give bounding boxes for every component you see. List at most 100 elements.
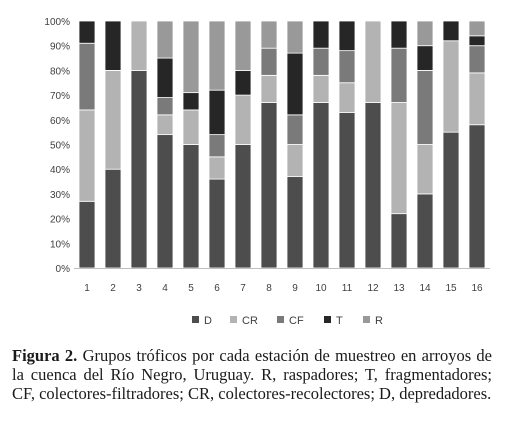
bar-segment-d [390,213,408,269]
bar-segment-cf [78,42,96,111]
y-tick-label: 50% [50,141,70,152]
bar-segment-cr [364,20,382,103]
bar-segment-d [338,111,356,269]
y-tick-label: 90% [50,42,70,53]
bar-segment-cr [234,94,252,145]
bar-segment-t [390,20,408,49]
bar-segment-cr [208,156,226,180]
legend-label: CF [289,315,304,327]
bar-segment-cr [338,82,356,113]
bar-segment-t [442,20,460,42]
y-tick-label: 100% [44,17,70,28]
bar-segment-cr [416,144,434,195]
x-tick-label: 3 [136,283,142,294]
figure-label: Figura 2. [12,346,78,365]
bar-segment-r [260,20,278,49]
bar-segment-cr [312,74,330,103]
bar-segment-cf [260,47,278,76]
bar-segment-r [234,20,252,71]
bar-segment-cf [156,97,174,116]
legend-label: T [336,315,343,327]
bar-segment-t [78,20,96,44]
bar-segment-r [468,20,486,37]
legend-label: R [375,315,383,327]
bar-segment-t [234,70,252,96]
bar-segment-cf [468,45,486,74]
x-tick-label: 8 [266,283,272,294]
x-tick-label: 7 [240,283,246,294]
bar-segment-d [364,102,382,269]
bar-segment-d [208,178,226,269]
bar-segment-d [442,131,460,269]
bar-segment-t [104,20,122,71]
bar-segment-r [156,20,174,59]
bar-segment-cf [416,70,434,145]
bar-segment-d [468,124,486,269]
bars [78,20,486,269]
bar-segment-cr [130,20,148,71]
bar-segment-d [312,102,330,269]
y-tick-label: 0% [56,264,71,275]
bar-segment-t [312,20,330,49]
x-tick-label: 2 [110,283,116,294]
bar-segment-cr [182,109,200,145]
bar-segment-t [156,57,174,98]
bar-segment-d [130,70,148,269]
bar-segment-t [286,52,304,116]
legend-swatch [324,316,331,323]
bar-segment-d [104,168,122,269]
bar-segment-cf [286,114,304,145]
bar-segment-cr [78,109,96,202]
x-tick-label: 12 [367,283,379,294]
y-tick-label: 80% [50,66,70,77]
legend-swatch [277,316,284,323]
bar-segment-t [468,35,486,47]
x-tick-label: 11 [342,283,353,294]
bar-segment-cr [442,40,460,133]
bar-segment-cr [260,74,278,103]
legend: D CR CF T R [192,315,383,327]
bar-segment-r [416,20,434,47]
y-tick-label: 20% [50,215,70,226]
y-tick-label: 10% [50,239,70,250]
bar-segment-cf [208,134,226,158]
x-tick-label: 1 [84,283,90,294]
x-tick-label: 10 [315,283,327,294]
x-tick-label: 13 [393,283,405,294]
x-tick-label: 4 [162,283,168,294]
legend-label: CR [242,315,258,327]
bar-segment-d [78,200,96,269]
bar-segment-cr [468,72,486,126]
bar-segment-d [234,144,252,269]
bar-segment-t [416,45,434,71]
x-tick-label: 9 [292,283,298,294]
x-tick-label: 14 [419,283,431,294]
legend-swatch [192,316,199,323]
bar-segment-t [338,20,356,52]
x-axis: 1 2 3 4 5 6 7 8 9 10 11 12 13 14 15 16 [74,268,490,294]
figure-caption-text: Grupos tróficos por cada estación de mue… [12,346,492,403]
y-tick-label: 30% [50,190,70,201]
figure-caption: Figura 2. Grupos tróficos por cada estac… [12,346,492,403]
x-tick-label: 5 [188,283,194,294]
bar-segment-d [416,193,434,269]
legend-label: D [204,315,212,327]
bar-segment-t [208,89,226,136]
y-axis: 0% 10% 20% 30% 40% 50% 60% 70% 80% 90% 100% [44,17,70,275]
legend-swatch [363,316,370,323]
bar-segment-d [182,144,200,269]
legend-swatch [230,316,237,323]
bar-segment-cf [390,47,408,103]
x-tick-label: 16 [471,283,483,294]
bar-segment-cr [286,144,304,178]
bar-segment-t [182,92,200,111]
bar-segment-cf [338,50,356,84]
bar-segment-cr [156,114,174,136]
y-tick-label: 40% [50,165,70,176]
bar-segment-r [286,20,304,54]
bar-segment-cf [312,47,330,76]
x-tick-label: 15 [445,283,457,294]
bar-segment-d [260,102,278,269]
bar-segment-cr [390,102,408,215]
